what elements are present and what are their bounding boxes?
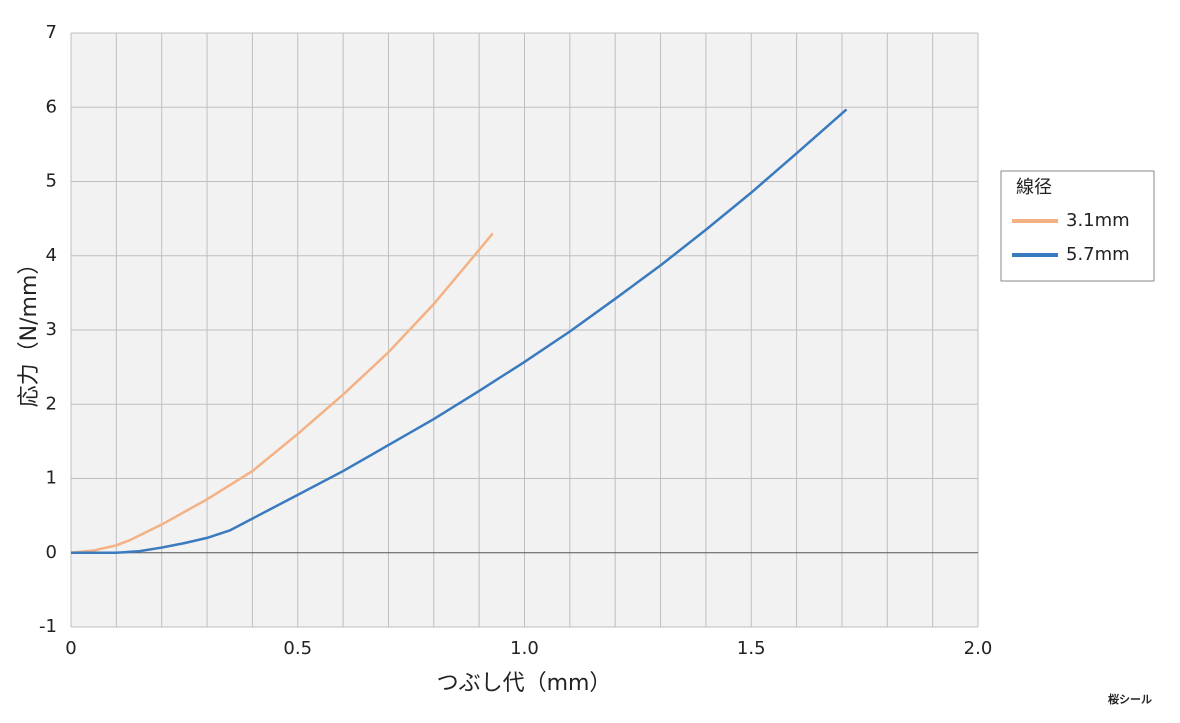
legend-label: 3.1mm [1066, 210, 1130, 231]
y-tick-label: 1 [46, 468, 57, 489]
series-line [71, 108, 848, 554]
y-tick-label: 3 [46, 319, 57, 340]
x-tick-label: 1.0 [510, 638, 539, 659]
x-tick-label: 0 [65, 638, 76, 659]
legend-label: 5.7mm [1066, 244, 1130, 265]
x-axis-label: つぶし代（mm） [437, 671, 612, 696]
y-tick-label: 6 [46, 96, 57, 117]
legend-box [1000, 170, 1155, 282]
y-tick-label: 4 [46, 245, 57, 266]
y-tick-label: -1 [39, 616, 57, 637]
y-tick-label: 2 [46, 393, 57, 414]
x-tick-label: 2.0 [964, 638, 993, 659]
y-tick-label: 5 [46, 171, 57, 192]
y-tick-label: 7 [46, 22, 57, 43]
x-tick-label: 0.5 [283, 638, 312, 659]
series-line [70, 232, 494, 554]
y-axis-label: 応力（N/mm） [17, 253, 42, 408]
x-tick-label: 1.5 [737, 638, 766, 659]
logo: 桜シール [1108, 692, 1152, 706]
y-tick-label: 0 [46, 542, 57, 563]
legend-title: 線径 [1016, 177, 1052, 198]
